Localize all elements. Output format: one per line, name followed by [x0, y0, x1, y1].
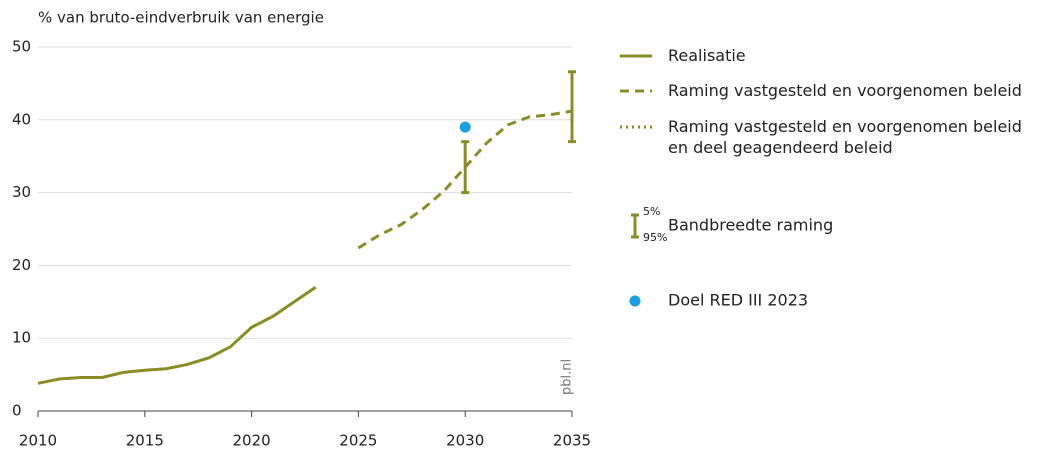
legend-low-label: 95%	[643, 231, 667, 244]
x-tick-label: 2010	[19, 432, 57, 450]
legend-label: Realisatie	[668, 46, 746, 65]
legend-label: Doel RED III 2023	[668, 291, 808, 310]
y-tick-label: 40	[12, 110, 31, 128]
legend-label: Bandbreedte raming	[668, 216, 833, 235]
x-tick-label: 2035	[553, 432, 591, 450]
series-line	[37, 286, 317, 385]
x-tick-label: 2030	[446, 432, 484, 450]
legend-swatch	[629, 295, 641, 307]
y-tick-label: 50	[12, 38, 31, 56]
y-tick-label: 20	[12, 256, 31, 274]
y-tick-label: 30	[12, 183, 31, 201]
y-tick-label: 0	[12, 402, 22, 420]
legend-high-label: 5%	[643, 205, 660, 218]
target-point	[459, 121, 471, 133]
legend-label: Raming vastgesteld en voorgenomen beleid	[668, 81, 1022, 100]
y-tick-label: 10	[12, 329, 31, 347]
x-tick-label: 2020	[233, 432, 271, 450]
legend-label: Raming vastgesteld en voorgenomen beleid…	[668, 117, 1022, 157]
y-axis-label: % van bruto-eindverbruik van energie	[38, 9, 324, 27]
x-tick-label: 2025	[339, 432, 377, 450]
x-tick-label: 2015	[126, 432, 164, 450]
source: pbl.nl	[560, 359, 575, 395]
